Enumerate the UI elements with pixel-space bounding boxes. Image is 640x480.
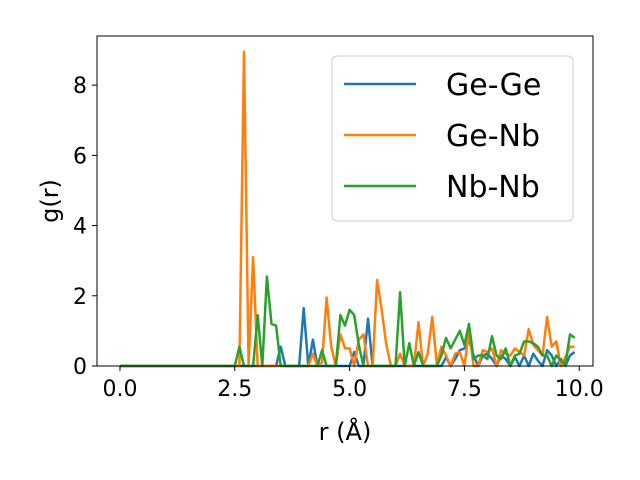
x-axis-label: r (Å) [319,417,372,446]
legend-label-2: Nb-Nb [446,170,540,205]
legend: Ge-Ge Ge-Nb Nb-Nb [331,55,574,222]
y-tick-label: 6 [73,144,87,169]
x-tick-label: 0.0 [102,377,137,402]
plot-frame [96,35,594,367]
legend-label-0: Ge-Ge [446,68,541,103]
y-tick-label: 8 [73,74,87,99]
legend-label-1: Ge-Nb [446,119,540,154]
y-tick-label: 2 [73,285,87,310]
x-tick-label: 7.5 [447,377,482,402]
x-tick-label: 2.5 [217,377,252,402]
y-axis-label: g(r) [36,179,64,223]
y-tick-label: 4 [73,215,87,240]
y-axis: 0 2 4 6 8 [73,74,97,380]
x-axis: 0.0 2.5 5.0 7.5 10.0 [102,366,604,402]
x-tick-label: 10.0 [555,377,604,402]
legend-box [331,55,574,222]
x-tick-label: 5.0 [332,377,367,402]
y-tick-label: 0 [73,355,87,380]
